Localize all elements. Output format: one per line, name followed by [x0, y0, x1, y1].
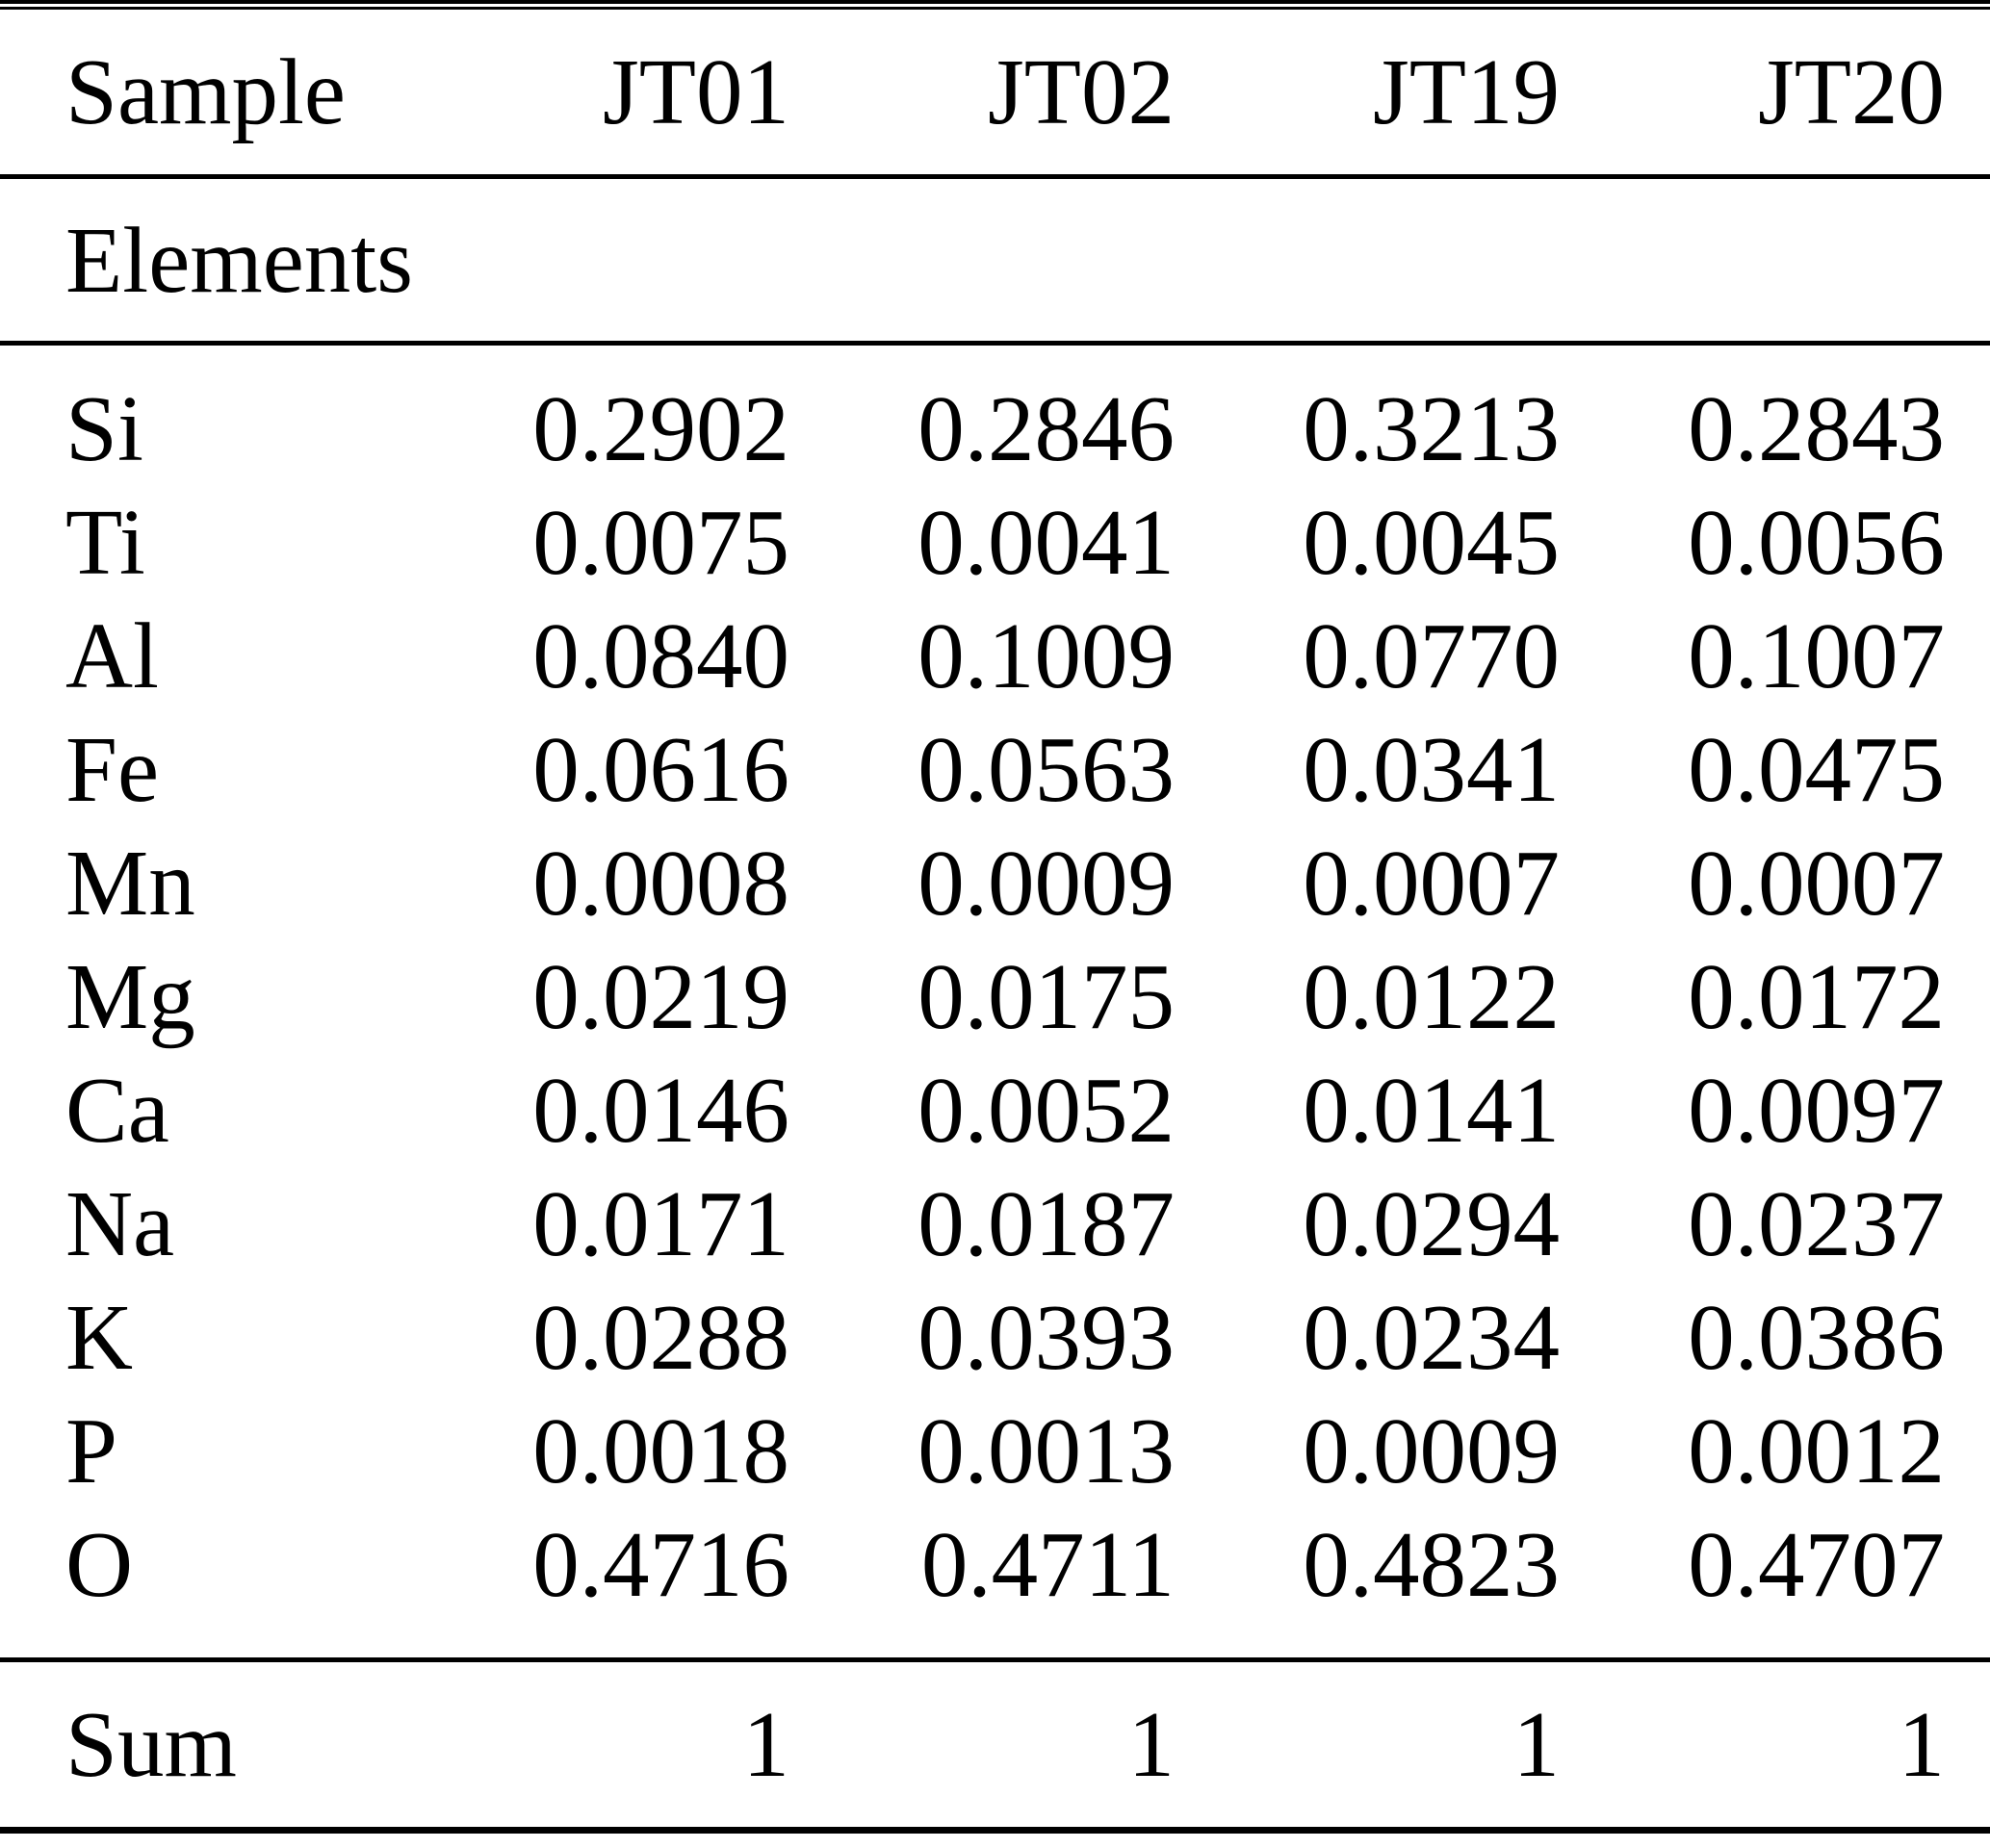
value-cell: 0.0175	[917, 945, 1175, 1048]
value-cell: 0.0616	[532, 718, 789, 821]
elements-section-label: Elements	[0, 176, 1990, 346]
value-cell: 0.0012	[1688, 1399, 1945, 1502]
table-row-al: Al 0.0840 0.1009 0.0770 0.1007	[0, 600, 1990, 713]
element-label: Fe	[65, 718, 159, 821]
value-cell: 0.0341	[1303, 718, 1560, 821]
table-row-na: Na 0.0171 0.0187 0.0294 0.0237	[0, 1168, 1990, 1281]
table-row-k: K 0.0288 0.0393 0.0234 0.0386	[0, 1281, 1990, 1395]
value-cell: 0.0013	[917, 1399, 1175, 1502]
value-cell: 0.0009	[917, 832, 1175, 935]
table-row-si: Si 0.2902 0.2846 0.3213 0.2843	[0, 344, 1990, 487]
elements-section-row: Elements	[0, 176, 1990, 346]
value-cell: 0.0018	[532, 1399, 789, 1502]
element-label: Al	[65, 604, 159, 707]
value-cell: 0.0187	[917, 1172, 1175, 1275]
value-cell: 0.4716	[404, 1508, 789, 1662]
sum-label: Sum	[65, 1693, 237, 1796]
column-header-jt02: JT02	[789, 8, 1175, 179]
column-header-jt20: JT20	[1560, 8, 1990, 179]
value-cell: 0.2846	[917, 377, 1175, 480]
value-cell: 0.2843	[1688, 377, 1945, 480]
sum-value: 1	[1898, 1693, 1946, 1796]
value-cell: 0.0009	[1303, 1399, 1560, 1502]
value-cell: 0.0008	[532, 832, 789, 935]
element-composition-table: Sample JT01 JT02 JT19 JT20 Elements Si 0…	[0, 7, 1990, 1834]
sum-value: 1	[1512, 1693, 1561, 1796]
table-row-fe: Fe 0.0616 0.0563 0.0341 0.0475	[0, 713, 1990, 827]
value-cell: 0.0056	[1688, 491, 1945, 594]
value-cell: 0.0234	[1303, 1286, 1560, 1389]
value-cell: 0.4823	[1175, 1508, 1560, 1662]
element-label: Si	[65, 377, 143, 480]
value-cell: 0.0172	[1688, 945, 1945, 1048]
value-cell: 0.0052	[917, 1059, 1175, 1162]
value-cell: 0.0294	[1303, 1172, 1560, 1275]
value-cell: 0.0386	[1688, 1286, 1945, 1389]
table-row-mg: Mg 0.0219 0.0175 0.0122 0.0172	[0, 940, 1990, 1054]
value-cell: 0.1007	[1688, 604, 1945, 707]
value-cell: 0.0041	[917, 491, 1175, 594]
value-cell: 0.0475	[1688, 718, 1945, 821]
value-cell: 0.0219	[532, 945, 789, 1048]
element-label: Na	[65, 1172, 175, 1275]
table-header-row: Sample JT01 JT02 JT19 JT20	[0, 8, 1990, 179]
element-label: P	[65, 1399, 117, 1502]
element-label: Ca	[65, 1059, 169, 1162]
value-cell: 0.0563	[917, 718, 1175, 821]
column-header-jt01: JT01	[404, 8, 789, 179]
value-cell: 0.0146	[532, 1059, 789, 1162]
sum-value: 1	[742, 1693, 790, 1796]
element-label: Ti	[65, 491, 145, 594]
value-cell: 0.0007	[1303, 832, 1560, 935]
value-cell: 0.3213	[1303, 377, 1560, 480]
sum-value: 1	[1127, 1693, 1176, 1796]
value-cell: 0.0007	[1688, 832, 1945, 935]
value-cell: 0.0840	[532, 604, 789, 707]
value-cell: 0.0097	[1688, 1059, 1945, 1162]
value-cell: 0.0075	[532, 491, 789, 594]
element-label: Mn	[65, 832, 195, 935]
value-cell: 0.0122	[1303, 945, 1560, 1048]
table-row-ti: Ti 0.0075 0.0041 0.0045 0.0056	[0, 486, 1990, 600]
column-header-jt19: JT19	[1175, 8, 1560, 179]
value-cell: 0.1009	[917, 604, 1175, 707]
table-row-p: P 0.0018 0.0013 0.0009 0.0012	[0, 1395, 1990, 1508]
table-row-mn: Mn 0.0008 0.0009 0.0007 0.0007	[0, 827, 1990, 940]
value-cell: 0.0393	[917, 1286, 1175, 1389]
value-cell: 0.4711	[789, 1508, 1175, 1662]
value-cell: 0.0141	[1303, 1059, 1560, 1162]
element-label: Mg	[65, 945, 195, 1048]
value-cell: 0.0237	[1688, 1172, 1945, 1275]
table-row-o: O 0.4716 0.4711 0.4823 0.4707	[0, 1508, 1990, 1662]
element-label: K	[65, 1286, 134, 1389]
element-label: O	[0, 1508, 404, 1662]
value-cell: 0.0770	[1303, 604, 1560, 707]
value-cell: 0.4707	[1560, 1508, 1990, 1662]
value-cell: 0.0045	[1303, 491, 1560, 594]
sample-header-label: Sample	[0, 8, 404, 179]
sum-row: Sum 1 1 1 1	[0, 1660, 1990, 1831]
table-row-ca: Ca 0.0146 0.0052 0.0141 0.0097	[0, 1054, 1990, 1168]
value-cell: 0.0288	[532, 1286, 789, 1389]
value-cell: 0.0171	[532, 1172, 789, 1275]
value-cell: 0.2902	[532, 377, 789, 480]
